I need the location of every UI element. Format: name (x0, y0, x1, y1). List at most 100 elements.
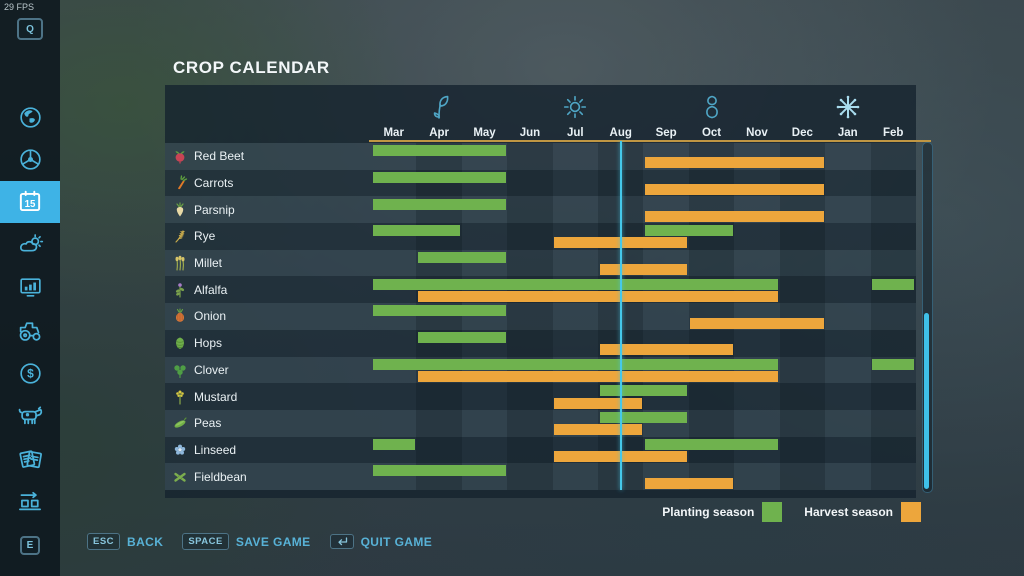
back-button[interactable]: ESC BACK (87, 533, 163, 550)
plant-bar (372, 225, 461, 237)
peas-icon (172, 415, 188, 431)
footer-bar: ESC BACK SPACE SAVE GAME QUIT GAME (87, 533, 432, 550)
harvest-bar (599, 264, 688, 276)
crop-name: Alfalfa (194, 282, 228, 297)
hops-icon (172, 335, 188, 351)
carrot-icon (172, 175, 188, 191)
globe-icon (17, 104, 44, 131)
sidebar-item-contracts[interactable] (0, 438, 60, 480)
winter-icon (833, 91, 863, 123)
plant-bar (372, 278, 779, 290)
month-label-nov: Nov (746, 127, 768, 139)
crop-calendar-panel: Mar Apr May Jun Jul Aug Sep Oct Nov Dec Jan Feb Red… (165, 85, 931, 498)
mustard-icon (172, 389, 188, 405)
footer-label: BACK (127, 534, 164, 549)
crop-name: Mustard (194, 389, 238, 404)
sidebar: Q 15 $ E (0, 0, 60, 576)
crop-name: Fieldbean (194, 469, 247, 484)
sidebar-item-steering-wheel[interactable] (0, 139, 60, 181)
crop-name: Parsnip (194, 202, 235, 217)
crop-row-linseed: Linseed (165, 436, 916, 464)
harvest-bar (599, 344, 733, 356)
crop-name: Red Beet (194, 149, 245, 164)
month-label-jan: Jan (837, 127, 858, 139)
legend-planting-label: Planting season (662, 505, 755, 519)
crop-name: Rye (194, 229, 216, 244)
millet-icon (172, 255, 188, 271)
plant-bar (372, 145, 506, 157)
sidebar-item-animals[interactable] (0, 395, 60, 437)
legend-harvest-label: Harvest season (804, 505, 893, 519)
planting-swatch (762, 502, 783, 522)
weather-icon (17, 232, 44, 259)
crop-row-fieldbean: Fieldbean (165, 463, 916, 490)
crop-name: Millet (194, 256, 223, 271)
fps-counter: 29 FPS (4, 2, 35, 12)
svg-text:15: 15 (25, 199, 36, 210)
prices-chart-icon (17, 274, 44, 301)
plant-bar (645, 438, 779, 450)
month-label-aug: Aug (609, 127, 632, 139)
sidebar-item-globe[interactable] (0, 96, 60, 138)
crop-row-onion: Onion (165, 303, 916, 330)
autumn-icon (697, 91, 727, 123)
red-beet-icon (172, 148, 188, 164)
month-header: Mar Apr May Jun Jul Aug Sep Oct Nov Dec Jan Feb (371, 127, 916, 142)
legend: Planting season Harvest season (662, 502, 921, 522)
key-e-badge: E (20, 536, 40, 555)
harvest-swatch (901, 502, 921, 522)
rye-icon (172, 228, 188, 244)
harvest-bar (554, 397, 642, 409)
crop-name: Linseed (194, 442, 237, 457)
harvest-bar (554, 424, 642, 436)
tractor-icon (16, 317, 44, 345)
month-label-may: May (473, 127, 496, 139)
footer-label: QUIT GAME (360, 534, 433, 549)
plant-bar (372, 305, 506, 317)
animals-icon (16, 401, 45, 430)
header-underline (369, 139, 931, 142)
harvest-bar (645, 477, 733, 489)
sidebar-item-weather[interactable] (0, 224, 60, 266)
month-label-jun: Jun (519, 127, 541, 139)
current-date-line (620, 141, 623, 490)
footer-label: SAVE GAME (235, 534, 311, 549)
quit-game-button[interactable]: QUIT GAME (329, 534, 433, 549)
sidebar-item-prices-chart[interactable] (0, 267, 60, 309)
sidebar-item-finances[interactable]: $ (0, 352, 60, 394)
calendar-icon: 15 (16, 188, 44, 216)
harvest-bar (417, 290, 779, 302)
svg-text:$: $ (27, 366, 34, 380)
crop-name: Clover (194, 362, 229, 377)
summer-icon (560, 91, 590, 123)
page-title: CROP CALENDAR (173, 58, 330, 77)
crop-row-red-beet: Red Beet (165, 143, 916, 170)
month-label-dec: Dec (791, 127, 813, 139)
crop-row-rye: Rye (165, 223, 916, 250)
enter-icon (329, 534, 354, 549)
scrollbar-track[interactable] (922, 142, 933, 493)
crop-row-clover: Clover (165, 356, 916, 384)
scrollbar-thumb[interactable] (924, 313, 929, 489)
production-chains-icon (16, 487, 44, 515)
fieldbean-icon (172, 469, 188, 485)
plant-bar (872, 358, 915, 370)
crop-row-carrots: Carrots (165, 169, 916, 197)
month-label-apr: Apr (429, 127, 450, 139)
key-esc-badge: ESC (87, 533, 121, 550)
sidebar-item-production-chains[interactable] (0, 480, 60, 522)
sidebar-item-calendar[interactable]: 15 (0, 181, 60, 224)
alfalfa-icon (172, 282, 188, 298)
sidebar-item-tractor[interactable] (0, 310, 60, 352)
save-game-button[interactable]: SPACE SAVE GAME (182, 533, 310, 550)
crop-row-millet: Millet (165, 249, 916, 277)
harvest-bar (645, 157, 824, 169)
plant-bar (417, 251, 506, 263)
crop-name: Carrots (194, 176, 234, 191)
crop-row-mustard: Mustard (165, 383, 916, 410)
key-space-badge: SPACE (182, 533, 229, 550)
month-label-sep: Sep (655, 127, 677, 139)
crop-name: Peas (194, 416, 222, 431)
plant-bar (872, 278, 915, 290)
